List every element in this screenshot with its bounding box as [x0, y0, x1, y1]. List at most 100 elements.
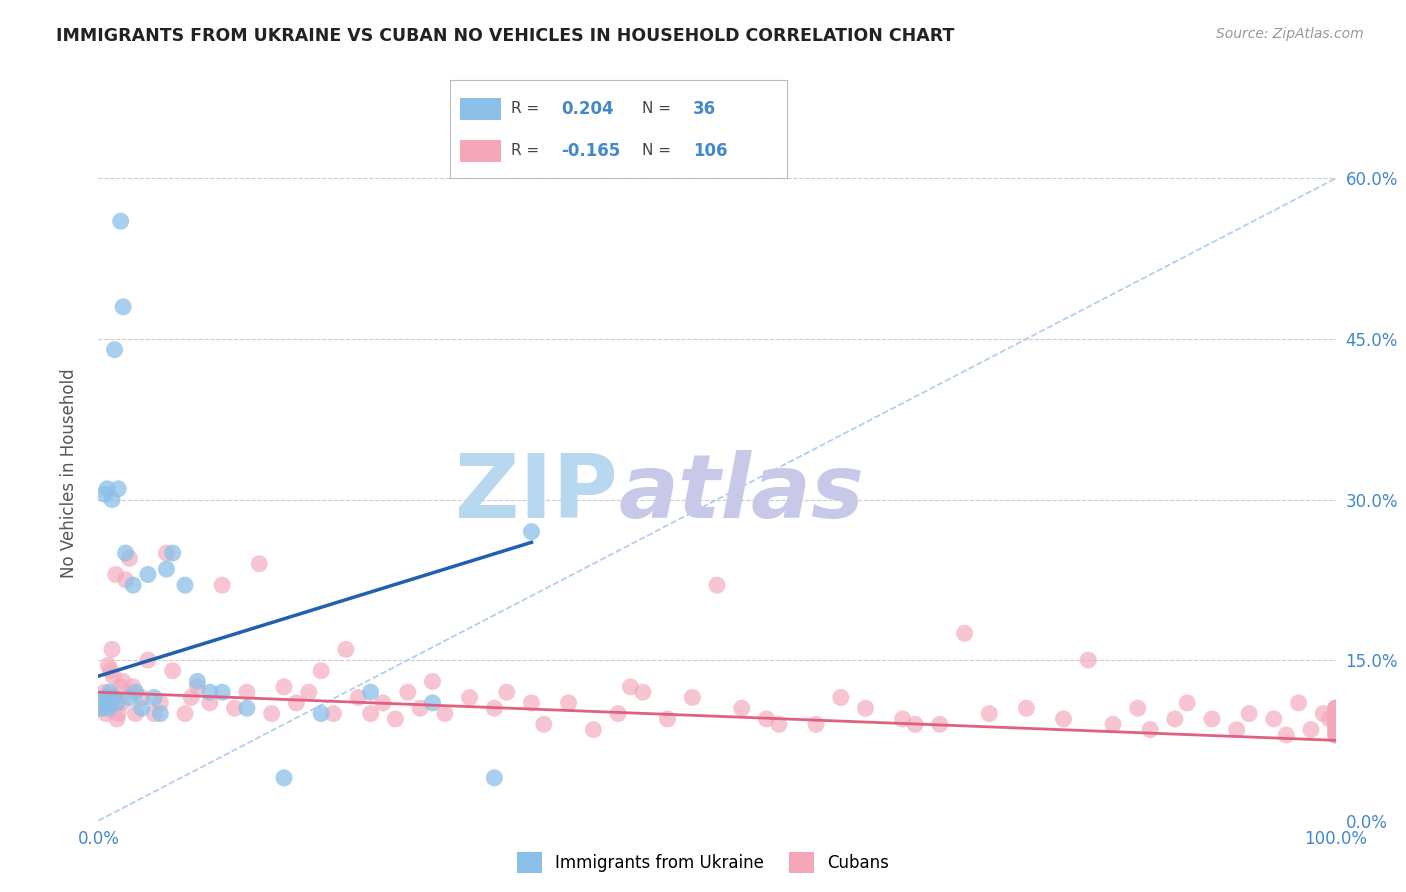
Point — [1319, 712, 1341, 726]
Point — [298, 685, 321, 699]
Point — [100, 664, 122, 678]
Point — [371, 696, 394, 710]
Point — [1139, 723, 1161, 737]
Point — [804, 717, 827, 731]
Point — [136, 567, 159, 582]
Point — [422, 674, 444, 689]
Point — [93, 685, 115, 699]
Y-axis label: No Vehicles in Household: No Vehicles in Household — [59, 368, 77, 578]
Bar — [460, 98, 501, 120]
Point — [94, 690, 117, 705]
Point — [111, 696, 134, 710]
Point — [830, 690, 852, 705]
Point — [122, 578, 145, 592]
Point — [1324, 723, 1347, 737]
Point — [1324, 723, 1347, 737]
Point — [1015, 701, 1038, 715]
Point — [347, 690, 370, 705]
Point — [979, 706, 1001, 721]
Point — [619, 680, 641, 694]
Point — [198, 685, 221, 699]
Point — [273, 771, 295, 785]
Point — [755, 712, 778, 726]
Point — [1324, 717, 1347, 731]
Point — [1275, 728, 1298, 742]
Point — [101, 642, 124, 657]
Point — [107, 706, 129, 721]
Point — [94, 706, 117, 721]
Point — [100, 696, 122, 710]
Point — [114, 546, 136, 560]
Point — [731, 701, 754, 715]
Point — [309, 664, 332, 678]
Point — [112, 674, 135, 689]
Point — [143, 706, 166, 721]
Point — [236, 701, 259, 715]
Point — [101, 492, 124, 507]
Text: 106: 106 — [693, 142, 727, 160]
Point — [1324, 712, 1347, 726]
Point — [1324, 723, 1347, 737]
Point — [1201, 712, 1223, 726]
Point — [520, 696, 543, 710]
Point — [107, 482, 129, 496]
Point — [285, 696, 308, 710]
Point — [112, 300, 135, 314]
Point — [335, 642, 357, 657]
Bar — [460, 140, 501, 161]
Point — [149, 706, 172, 721]
Point — [149, 696, 172, 710]
Point — [484, 701, 506, 715]
Point — [1175, 696, 1198, 710]
Point — [110, 214, 132, 228]
Point — [1324, 717, 1347, 731]
Text: N =: N = — [643, 144, 676, 159]
Point — [155, 546, 177, 560]
Point — [103, 690, 125, 705]
Point — [186, 680, 208, 694]
Point — [90, 701, 112, 715]
Point — [104, 567, 127, 582]
Point — [96, 690, 118, 705]
Point — [124, 706, 146, 721]
Point — [103, 669, 125, 683]
Point — [891, 712, 914, 726]
Point — [322, 706, 344, 721]
Point — [384, 712, 406, 726]
Point — [136, 653, 159, 667]
Point — [236, 685, 259, 699]
Point — [105, 696, 128, 710]
Point — [631, 685, 654, 699]
Point — [247, 557, 270, 571]
Point — [97, 701, 120, 715]
Point — [1077, 653, 1099, 667]
Point — [1324, 717, 1347, 731]
Point — [131, 701, 153, 715]
Point — [1324, 701, 1347, 715]
Point — [855, 701, 877, 715]
Point — [484, 771, 506, 785]
Point — [93, 696, 115, 710]
Point — [1324, 728, 1347, 742]
Point — [98, 685, 121, 699]
Point — [96, 482, 118, 496]
Point — [928, 717, 950, 731]
Text: R =: R = — [510, 144, 544, 159]
Point — [98, 696, 121, 710]
Text: 0.204: 0.204 — [561, 100, 614, 118]
Point — [118, 690, 141, 705]
Point — [1324, 706, 1347, 721]
Point — [607, 706, 630, 721]
Point — [1288, 696, 1310, 710]
Point — [1126, 701, 1149, 715]
Point — [198, 696, 221, 710]
Point — [309, 706, 332, 721]
Point — [1324, 728, 1347, 742]
Point — [360, 685, 382, 699]
Point — [93, 487, 115, 501]
Point — [1299, 723, 1322, 737]
Point — [211, 685, 233, 699]
Point — [131, 690, 153, 705]
Point — [103, 690, 125, 705]
Point — [768, 717, 790, 731]
